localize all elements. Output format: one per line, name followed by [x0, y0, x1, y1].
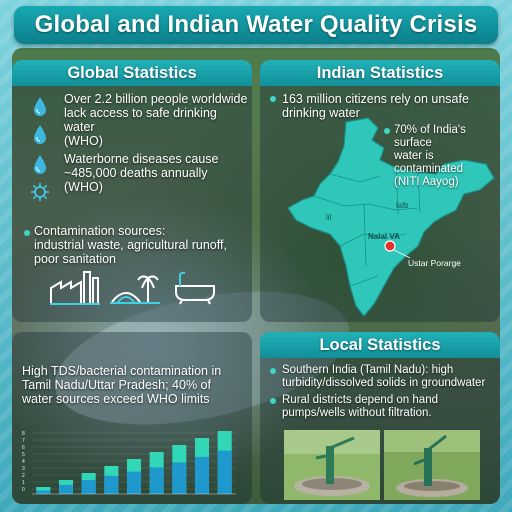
bar-lower [104, 475, 119, 494]
river-landscape-photo [12, 48, 500, 504]
india-map: lil lalb Nalal VA Ustar Porarge [287, 117, 495, 317]
tds-text: High TDS/bacterial contamination in Tamil… [22, 364, 222, 406]
contamination-sources: Contamination sources: industrial waste, … [34, 224, 227, 266]
indian-stat-unsafe: 163 million citizens rely on unsafe drink… [282, 92, 469, 120]
water-drop-icon [34, 155, 46, 174]
bar-lower [126, 471, 142, 494]
map-label-lalb: lalb [396, 201, 409, 210]
bullet-dot [270, 96, 276, 102]
bathtub-icon [175, 271, 215, 305]
water-drop-icon [34, 97, 46, 116]
bar-lower [149, 467, 164, 494]
global-heading: Global Statistics [12, 60, 252, 86]
map-callout-label: Ustar Porarge [408, 258, 461, 268]
local-heading: Local Statistics [260, 332, 500, 358]
y-tick-label: 4 [22, 459, 25, 465]
bar-lower [81, 480, 96, 494]
farm-icon [110, 275, 160, 304]
bar-lower [58, 484, 74, 494]
map-label-lil: lil [326, 213, 332, 222]
y-tick-label: 3 [22, 466, 25, 472]
hand-pump-photo [284, 430, 380, 500]
location-marker[interactable] [384, 240, 396, 252]
y-tick-label: 0 [22, 487, 25, 493]
local-stat-handpumps: Rural districts depend on hand pumps/well… [282, 394, 438, 419]
local-stat-turbidity: Southern India (Tamil Nadu): high turbidi… [282, 364, 486, 389]
map-marker-label: Nalal VA [368, 232, 400, 241]
y-tick-label: 2 [22, 473, 25, 479]
indian-stat-surface-water: 70% of India's surface water is contamina… [394, 124, 466, 188]
factory-icon [50, 271, 100, 305]
global-panel: Global Statistics Over 2.2 billion peopl… [12, 60, 252, 322]
page-title: Global and Indian Water Quality Crisis [14, 6, 498, 44]
indian-panel: Indian Statistics lil lalb Nalal VA Usta… [260, 60, 500, 322]
y-tick-label: 6 [22, 445, 25, 451]
hand-pump-photo [384, 430, 480, 500]
indian-heading: Indian Statistics [260, 60, 500, 86]
bar-lower [194, 456, 210, 494]
bullet-dot [270, 368, 276, 374]
local-panel: Local Statistics Southern India (Tamil N… [260, 332, 500, 504]
y-tick-label: 1 [22, 480, 25, 486]
bullet-dot [24, 230, 30, 236]
y-tick-label: 7 [22, 438, 25, 444]
global-stat-population: Over 2.2 billion people worldwide lack ac… [64, 92, 248, 148]
y-tick-label: 5 [22, 452, 25, 458]
water-drop-icon [34, 125, 46, 144]
bar-lower [36, 490, 51, 494]
germ-icon [31, 183, 49, 201]
bullet-dot [270, 398, 276, 404]
tds-panel: High TDS/bacterial contamination in Tamil… [12, 332, 252, 504]
bar-lower [217, 450, 232, 494]
y-tick-label: 8 [22, 431, 25, 437]
global-stat-deaths: Waterborne diseases cause ~485,000 deaths… [64, 152, 219, 194]
bar-lower [172, 462, 187, 494]
bullet-dot [384, 128, 390, 134]
